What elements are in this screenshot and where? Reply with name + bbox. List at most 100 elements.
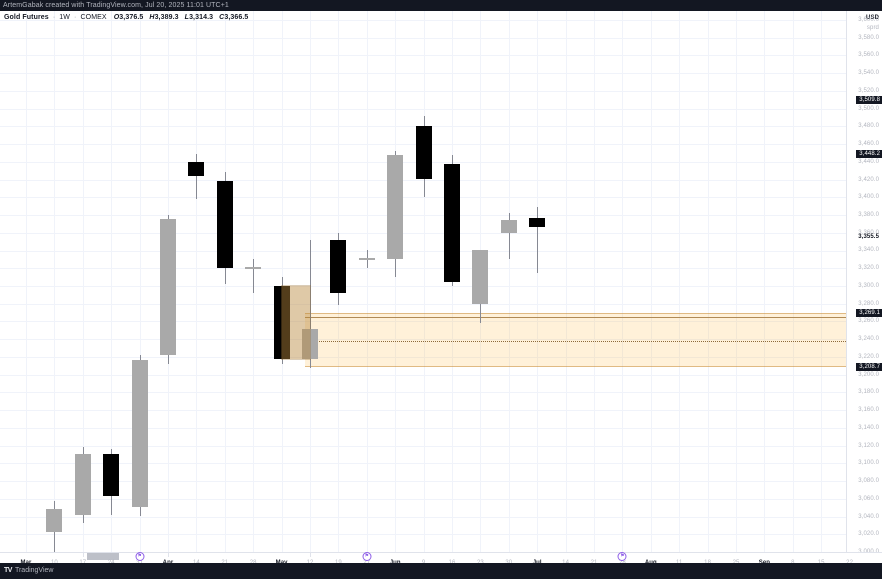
candle-body-down[interactable] (444, 163, 460, 283)
resistance-upper-anchor (0, 13, 1, 280)
candle-body-down[interactable] (529, 218, 546, 227)
chart-legend[interactable]: Gold Futures · 1W · COMEX O3,376.5 H3,38… (4, 14, 252, 21)
candle-body-up[interactable] (472, 250, 489, 304)
gridline-horizontal (0, 427, 846, 429)
tradingview-wordmark: TradingView (14, 567, 54, 574)
gridline-vertical (594, 11, 595, 552)
candle-body-up[interactable] (46, 509, 63, 533)
legend-ohlc: O3,376.5 H3,389.3 L3,314.3 C3,366.5 (114, 14, 253, 21)
candle-body-up[interactable] (302, 328, 318, 359)
price-badge[interactable]: 3,208.7 (856, 362, 882, 371)
attribution-bar: ArtemGabak created with TradingView.com,… (0, 0, 882, 11)
gridline-horizontal (0, 232, 846, 234)
gridline-vertical (764, 11, 766, 552)
demand-zone-midline (305, 341, 846, 343)
gridline-horizontal (0, 37, 846, 39)
candle-body-down[interactable] (273, 285, 290, 359)
selected-candle-highlight[interactable] (280, 284, 311, 360)
candle-body-up[interactable] (131, 360, 148, 507)
price-badge[interactable]: 3,448.2 (856, 150, 882, 159)
candle-body-down[interactable] (216, 181, 233, 269)
legend-high: H3,389.3 (149, 14, 179, 21)
legend-exchange: COMEX (80, 14, 107, 21)
candle-body-up[interactable] (387, 154, 404, 260)
price-tick: 3,580.0 (858, 34, 879, 41)
legend-symbol[interactable]: Gold Futures (4, 14, 49, 21)
candle-body-down[interactable] (103, 454, 120, 497)
gridline-horizontal (0, 179, 846, 181)
earnings-flag-icon[interactable]: ⚑ (362, 552, 372, 561)
gridline-horizontal (0, 445, 846, 447)
price-tick: 3,280.0 (858, 300, 879, 307)
candle-wick (253, 259, 254, 293)
last-price-tick: 3,355.5 (858, 233, 879, 240)
gridline-vertical (821, 11, 823, 552)
price-badge[interactable]: 3,509.8 (856, 95, 882, 104)
gridline-vertical (423, 11, 425, 552)
legend-interval[interactable]: 1W (59, 14, 70, 21)
candle-wick (537, 206, 538, 274)
price-scale[interactable]: USD sprd 3,600.0 3,580.0 3,560.0 3,540.0 3,5… (846, 11, 882, 555)
gridline-horizontal (0, 285, 846, 287)
branding-bar: TV TradingView (0, 563, 882, 579)
gridline-vertical (622, 11, 624, 552)
time-tick-mark (168, 553, 169, 557)
earnings-flag-icon[interactable]: ⚑ (135, 552, 145, 561)
price-scale-currency: USD (866, 15, 879, 21)
gridline-horizontal (0, 73, 846, 75)
price-tick: 3,480.0 (858, 123, 879, 130)
candle-body-up[interactable] (160, 218, 176, 356)
gridline-vertical (395, 11, 397, 552)
gridline-horizontal (0, 534, 846, 536)
price-tick: 3,520.0 (858, 87, 879, 94)
candle-body-down[interactable] (188, 161, 205, 176)
earnings-flag-icon[interactable]: ⚑ (617, 552, 627, 561)
legend-open: O3,376.5 (113, 14, 144, 21)
chart-frame: Gold Futures · 1W · COMEX O3,376.5 H3,38… (0, 11, 882, 574)
price-scale-mode[interactable]: sprd (866, 25, 879, 31)
price-tick: 3,600.0 (858, 16, 879, 23)
gridline-vertical (736, 11, 737, 552)
time-axis-selection[interactable] (86, 553, 119, 560)
price-tick: 3,260.0 (858, 318, 879, 325)
gridline-vertical (650, 11, 652, 552)
price-tick: 3,180.0 (858, 389, 879, 396)
gridline-vertical (111, 11, 113, 552)
gridline-horizontal (0, 197, 846, 199)
candle-body-down[interactable] (330, 239, 347, 294)
candle-body-down[interactable] (415, 126, 432, 180)
candle-body-up[interactable] (74, 454, 91, 515)
gridline-vertical (679, 11, 681, 552)
zone-entry-line[interactable] (305, 317, 846, 319)
gridline-vertical (565, 11, 567, 552)
price-tick: 3,320.0 (858, 265, 879, 272)
candle-wick (310, 239, 311, 368)
gridline-horizontal (0, 463, 846, 465)
chart-plot-area[interactable] (0, 11, 846, 552)
demand-zone-rectangle[interactable] (305, 313, 846, 367)
gridline-horizontal (0, 250, 846, 252)
candle-body-up[interactable] (500, 220, 517, 233)
price-tick: 3,420.0 (858, 176, 879, 183)
price-tick: 3,200.0 (858, 371, 879, 378)
gridline-vertical (366, 11, 368, 552)
gridline-horizontal (0, 356, 846, 358)
gridline-horizontal (0, 516, 846, 518)
gridline-vertical (196, 11, 198, 552)
tradingview-logo-icon: TV (4, 567, 12, 574)
candle-body-up[interactable] (245, 267, 262, 270)
gridline-vertical (792, 11, 794, 552)
candle-body-up[interactable] (358, 257, 375, 260)
gridline-horizontal (0, 339, 846, 341)
gridline-horizontal (0, 498, 846, 500)
gridline-vertical (707, 11, 709, 552)
gridline-horizontal (0, 410, 846, 412)
price-tick: 3,160.0 (858, 407, 879, 414)
candle-wick (509, 213, 510, 260)
price-tick: 3,240.0 (858, 336, 879, 343)
price-tick: 3,120.0 (858, 442, 879, 449)
price-tick: 3,560.0 (858, 52, 879, 59)
price-badge[interactable]: 3,269.1 (856, 309, 882, 318)
legend-low: L3,314.3 (184, 14, 214, 21)
price-tick: 3,460.0 (858, 141, 879, 148)
